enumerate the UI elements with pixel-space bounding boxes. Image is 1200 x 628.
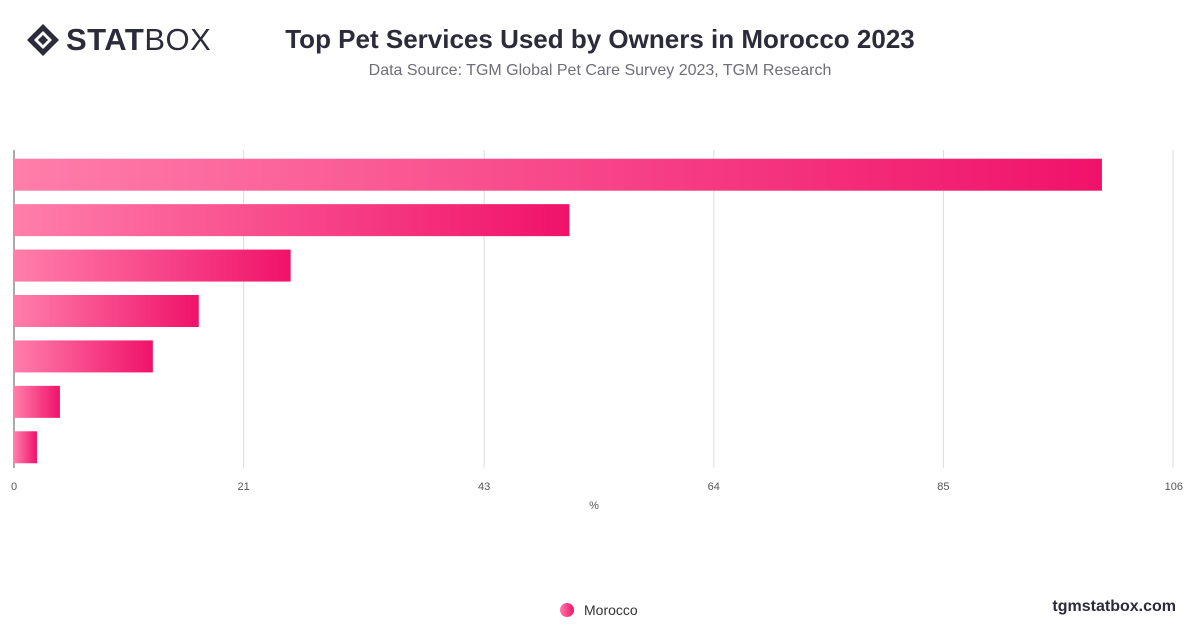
x-tick-label: 21 — [237, 481, 249, 493]
bar[interactable] — [14, 431, 37, 464]
diamond-logo-icon — [27, 24, 59, 56]
x-axis-ticks: 0 21 43 64 85 106 — [11, 481, 1183, 493]
bar[interactable] — [14, 340, 153, 373]
chart-title: Top Pet Services Used by Owners in Moroc… — [285, 24, 915, 54]
logo-wordmark: STATBOX — [66, 22, 212, 57]
x-axis-label: % — [589, 500, 599, 512]
bar[interactable] — [14, 295, 199, 327]
x-tick-label: 0 — [11, 481, 17, 493]
bars — [14, 158, 1102, 464]
x-tick-label: 85 — [937, 481, 949, 493]
x-tick-label: 43 — [478, 481, 490, 493]
bar[interactable] — [14, 204, 570, 237]
x-tick-label: 106 — [1165, 481, 1183, 493]
site-url: tgmstatbox.com — [1052, 598, 1176, 615]
legend[interactable]: Morocco — [560, 602, 638, 618]
legend-marker-icon — [560, 603, 574, 617]
statbox-logo: STATBOX — [26, 22, 211, 58]
bar[interactable] — [14, 385, 60, 418]
bar[interactable] — [14, 249, 291, 282]
chart-subtitle: Data Source: TGM Global Pet Care Survey … — [368, 62, 832, 79]
x-tick-label: 64 — [708, 481, 720, 493]
legend-label: Morocco — [584, 602, 638, 618]
bar-chart: 0 21 43 64 85 106 % — [11, 150, 1183, 512]
bar[interactable] — [14, 158, 1102, 191]
